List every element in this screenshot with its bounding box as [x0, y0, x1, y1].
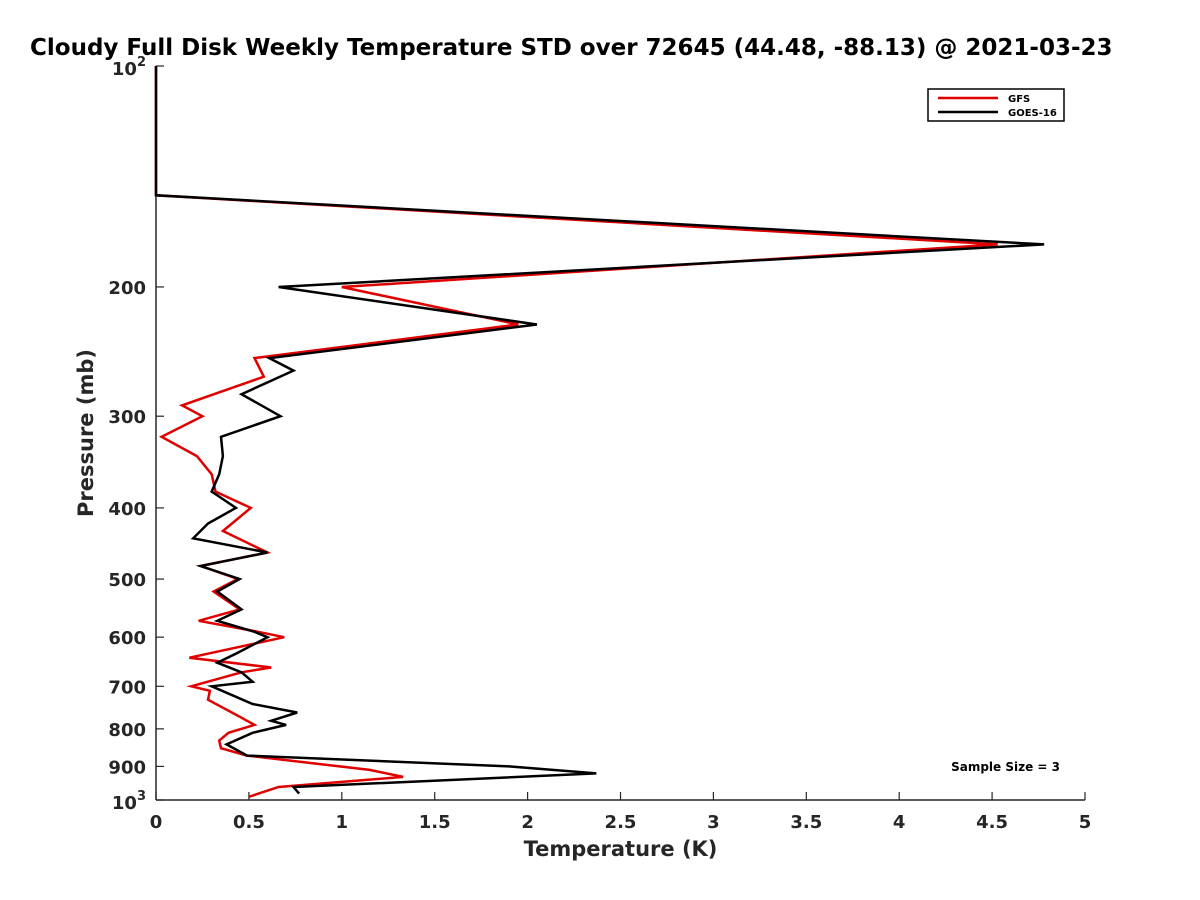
x-tick-label: 3 [707, 812, 720, 833]
x-tick-label: 1 [336, 812, 349, 833]
x-tick-label: 0.5 [233, 812, 265, 833]
x-tick-label: 2.5 [605, 812, 637, 833]
y-tick-label: 400 [108, 499, 146, 520]
series-line-gfs [154, 66, 998, 798]
y-tick-label: 700 [108, 677, 146, 698]
series-layer [154, 66, 1045, 798]
x-tick-label: 4 [893, 812, 906, 833]
x-tick-label: 4.5 [976, 812, 1008, 833]
y-tick-label: 500 [108, 570, 146, 591]
legend-label-gfs: GFS [1008, 94, 1030, 105]
y-tick-label: 900 [108, 757, 146, 778]
series-line-goes16 [154, 66, 1045, 795]
y-axis-label: Pressure (mb) [74, 349, 98, 517]
chart-title: Cloudy Full Disk Weekly Temperature STD … [30, 35, 1113, 61]
sample-size-annotation: Sample Size = 3 [951, 760, 1060, 774]
legend: GFS GOES-16 [927, 88, 1065, 122]
x-axis-label: Temperature (K) [524, 837, 718, 861]
y-tick-label: 800 [108, 720, 146, 741]
x-tick-label: 3.5 [790, 812, 822, 833]
y-tick-label: 103 [112, 789, 146, 814]
x-tick-label: 1.5 [419, 812, 451, 833]
x-axis-ticks: 0 0.5 1 1.5 2 2.5 3 3.5 4 4.5 5 [150, 792, 1092, 833]
y-axis-ticks: 200 300 400 500 600 700 800 900 102 103 [108, 55, 164, 814]
y-tick-label: 600 [108, 628, 146, 649]
x-tick-label: 0 [150, 812, 163, 833]
legend-box [927, 88, 1065, 122]
x-tick-label: 2 [521, 812, 534, 833]
y-tick-label: 102 [112, 55, 146, 80]
y-tick-label: 200 [108, 278, 146, 299]
plot-area: 0 0.5 1 1.5 2 2.5 3 3.5 4 4.5 5 200 300 400 500 600 700… [108, 55, 1091, 833]
x-tick-label: 5 [1079, 812, 1092, 833]
legend-label-goes16: GOES-16 [1008, 108, 1057, 119]
y-tick-label: 300 [108, 407, 146, 428]
